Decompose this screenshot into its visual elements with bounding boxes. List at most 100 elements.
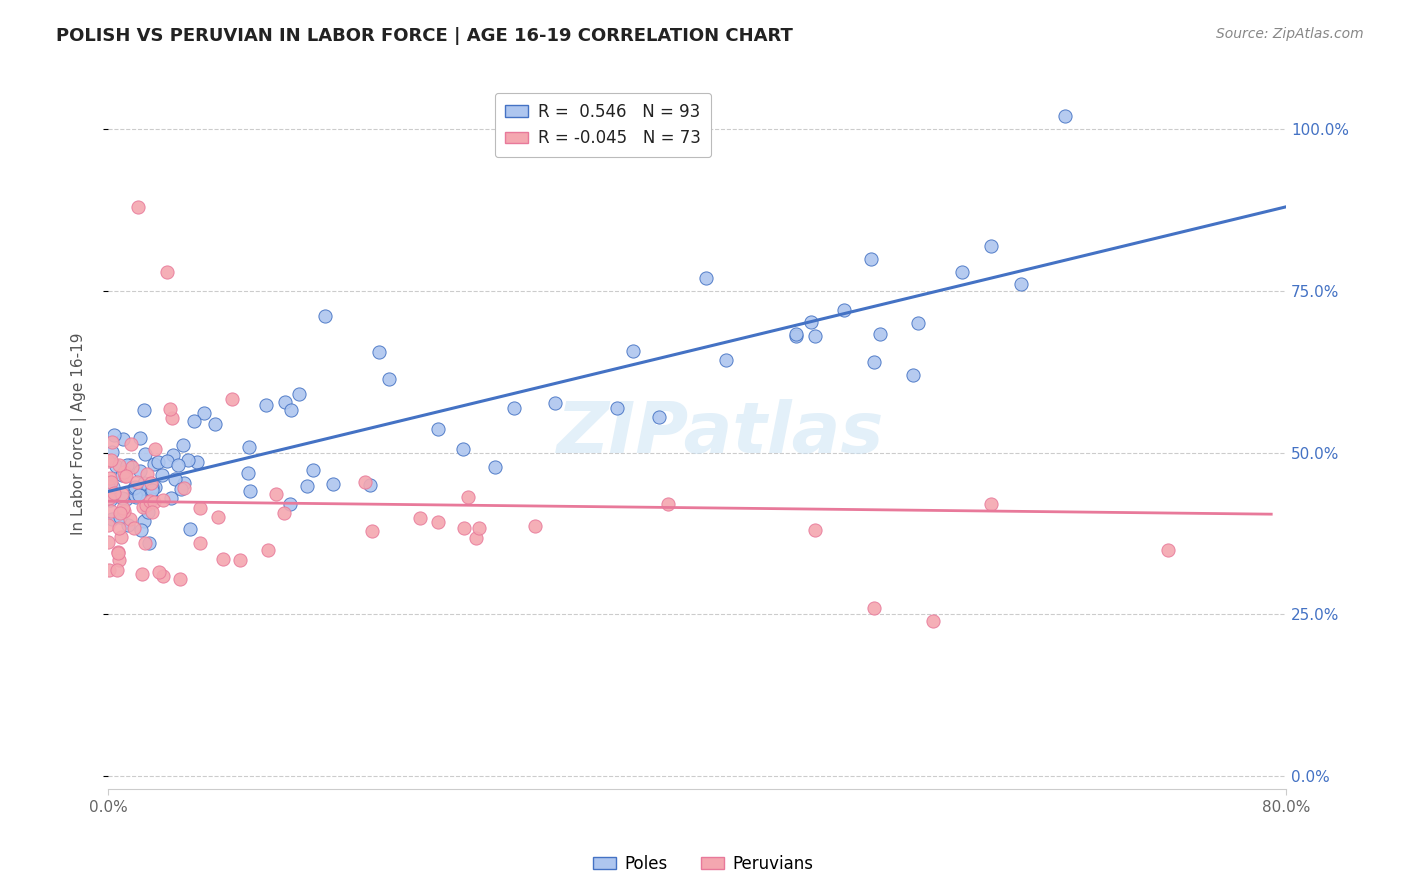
Point xyxy=(115,491,138,506)
Point xyxy=(160,491,183,505)
Point xyxy=(193,406,215,420)
Point xyxy=(150,467,173,482)
Point xyxy=(135,498,157,512)
Point xyxy=(273,395,295,409)
Point xyxy=(143,480,166,494)
Point xyxy=(97,535,120,549)
Point xyxy=(162,448,184,462)
Point xyxy=(980,238,1002,252)
Point xyxy=(167,458,190,472)
Point xyxy=(980,498,1002,512)
Point xyxy=(124,484,146,499)
Point xyxy=(134,402,156,417)
Point xyxy=(173,476,195,491)
Point xyxy=(103,427,125,442)
Point xyxy=(115,458,138,472)
Point xyxy=(238,440,260,454)
Point xyxy=(173,481,195,495)
Point xyxy=(457,490,479,504)
Point xyxy=(108,458,131,473)
Point xyxy=(141,483,163,498)
Point xyxy=(354,475,377,489)
Point xyxy=(146,455,169,469)
Point xyxy=(785,327,807,342)
Point xyxy=(100,504,122,518)
Point xyxy=(288,387,311,401)
Point xyxy=(107,545,129,559)
Point xyxy=(97,479,120,493)
Point xyxy=(453,520,475,534)
Point xyxy=(273,507,295,521)
Point xyxy=(869,326,891,341)
Point xyxy=(105,458,128,473)
Point xyxy=(141,492,163,507)
Point xyxy=(264,486,287,500)
Point xyxy=(236,466,259,480)
Point xyxy=(112,432,135,446)
Point xyxy=(204,417,226,431)
Point xyxy=(97,517,120,532)
Point xyxy=(117,518,139,533)
Point xyxy=(176,453,198,467)
Point xyxy=(322,476,344,491)
Point xyxy=(100,452,122,467)
Point xyxy=(98,493,121,508)
Point xyxy=(950,264,973,278)
Point xyxy=(409,510,432,524)
Point xyxy=(114,469,136,483)
Point xyxy=(800,314,823,328)
Point xyxy=(124,521,146,535)
Point xyxy=(98,563,121,577)
Point xyxy=(120,512,142,526)
Point xyxy=(132,476,155,491)
Point xyxy=(862,601,884,615)
Point xyxy=(1010,277,1032,292)
Point xyxy=(360,524,382,538)
Point xyxy=(239,484,262,499)
Point xyxy=(125,490,148,504)
Point xyxy=(186,455,208,469)
Point xyxy=(142,495,165,509)
Point xyxy=(134,447,156,461)
Point xyxy=(359,478,381,492)
Point xyxy=(122,481,145,495)
Point xyxy=(256,542,278,557)
Point xyxy=(129,524,152,538)
Point xyxy=(131,566,153,581)
Point xyxy=(714,353,737,368)
Point xyxy=(152,492,174,507)
Point xyxy=(544,396,567,410)
Point xyxy=(229,553,252,567)
Point xyxy=(211,551,233,566)
Point xyxy=(108,509,131,524)
Point xyxy=(131,500,153,514)
Point xyxy=(832,303,855,318)
Point xyxy=(97,454,120,468)
Point xyxy=(128,431,150,445)
Text: ZIPatlas: ZIPatlas xyxy=(557,399,884,467)
Point xyxy=(148,565,170,579)
Point xyxy=(280,403,302,417)
Point xyxy=(107,521,129,535)
Point xyxy=(101,445,124,459)
Point xyxy=(132,514,155,528)
Point xyxy=(111,486,134,500)
Point xyxy=(190,535,212,549)
Point xyxy=(901,368,924,383)
Point xyxy=(1054,109,1077,123)
Point xyxy=(101,435,124,450)
Point xyxy=(141,505,163,519)
Point xyxy=(156,454,179,468)
Point xyxy=(120,458,142,472)
Point xyxy=(143,442,166,456)
Point xyxy=(112,504,135,518)
Point xyxy=(108,507,131,521)
Point xyxy=(278,497,301,511)
Point xyxy=(907,316,929,330)
Point xyxy=(502,401,524,415)
Point xyxy=(156,264,179,278)
Point xyxy=(695,270,717,285)
Point xyxy=(785,328,807,343)
Point xyxy=(621,344,644,359)
Point xyxy=(121,460,143,475)
